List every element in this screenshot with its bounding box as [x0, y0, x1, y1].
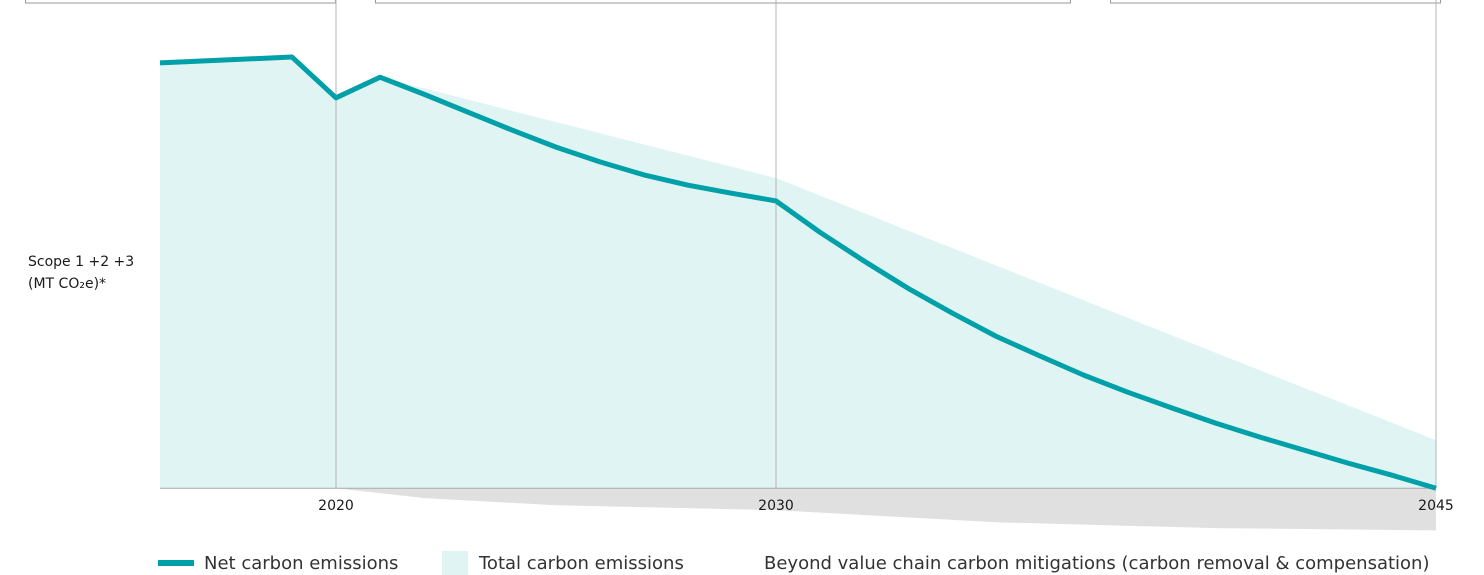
x-tick-label: 2020: [318, 498, 354, 514]
x-tick-label: 2030: [758, 498, 794, 514]
plot: 2020 2030 2045: [159, 0, 1454, 531]
x-tick-label: 2045: [1418, 498, 1454, 514]
area: [336, 488, 1436, 531]
phase-boxes: [25, 0, 1441, 4]
legend-label: Net carbon emissions: [204, 553, 398, 574]
legend: Net carbon emissions Total carbon emissio…: [158, 551, 1430, 575]
legend-swatch: [442, 551, 468, 575]
phase-box: [375, 0, 1071, 4]
y-label: Scope 1 +2 +3: [28, 254, 134, 270]
phase-box: [25, 0, 336, 4]
y-label: (MT CO₂e)*: [28, 276, 106, 292]
legend-label: Beyond value chain carbon mitigations (c…: [764, 553, 1430, 574]
area: [160, 57, 1436, 489]
phase-box: [1110, 0, 1441, 4]
line: [159, 54, 1437, 491]
legend-swatch: [158, 560, 194, 566]
legend-label: Total carbon emissions: [478, 553, 684, 574]
